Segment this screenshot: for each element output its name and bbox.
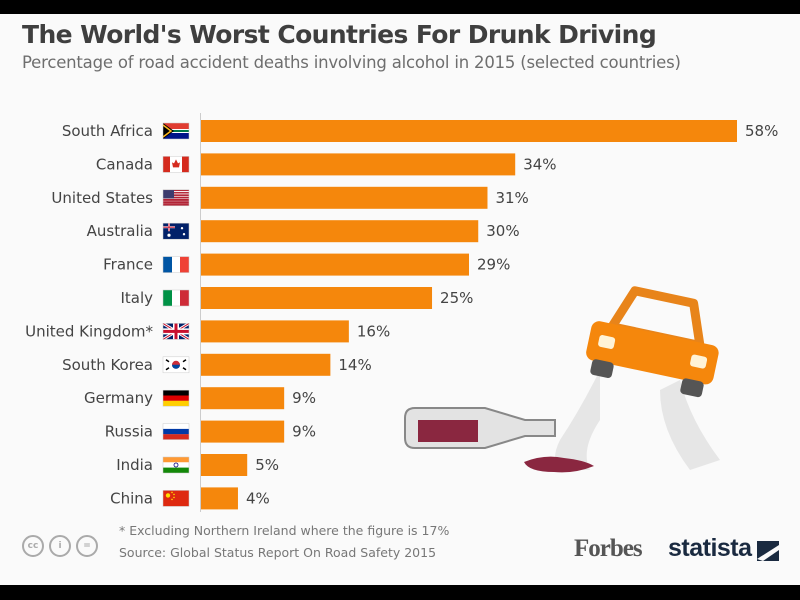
category-label: China: [110, 489, 153, 507]
bar-row: United Kingdom* 16%: [25, 320, 390, 343]
bar-row: South Africa 58%: [62, 120, 778, 142]
category-label: France: [103, 256, 153, 274]
bar: [201, 387, 285, 410]
skid-mark: [555, 370, 600, 470]
south-africa-flag: [162, 122, 190, 140]
australia-flag: [162, 222, 190, 240]
value-label: 9%: [292, 389, 316, 407]
category-label: United Kingdom*: [25, 322, 153, 340]
bar: [201, 420, 285, 443]
category-label: Canada: [96, 155, 153, 173]
bar-row: South Korea 14%: [62, 353, 372, 376]
category-label: Italy: [120, 289, 153, 307]
chart-title: The World's Worst Countries For Drunk Dr…: [22, 20, 657, 49]
bar: [201, 487, 238, 510]
statista-logo: statista: [668, 534, 752, 562]
value-label: 30%: [486, 222, 519, 240]
value-label: 9%: [292, 423, 316, 441]
value-label: 25%: [440, 289, 473, 307]
france-flag: [162, 256, 190, 273]
value-label: 5%: [255, 456, 279, 474]
bar-row: Russia 9%: [105, 420, 316, 443]
bar-row: United States 31%: [51, 186, 529, 209]
value-label: 34%: [523, 155, 556, 173]
china-flag: [162, 490, 190, 507]
drunk-car-illustration: [404, 286, 720, 473]
bar-row: Australia 30%: [87, 220, 520, 243]
category-label: United States: [51, 189, 153, 207]
forbes-logo: Forbes: [574, 535, 643, 562]
value-label: 31%: [495, 189, 528, 207]
germany-flag: [162, 389, 190, 407]
india-flag: [162, 456, 190, 474]
category-label: South Korea: [62, 356, 153, 374]
russia-flag: [162, 423, 190, 440]
united-states-flag: [162, 189, 190, 207]
canada-flag: [162, 156, 190, 173]
value-label: 58%: [745, 122, 778, 140]
attribution-icon[interactable]: i: [49, 535, 71, 557]
bar: [201, 287, 433, 309]
category-label: Australia: [87, 222, 153, 240]
category-label: India: [116, 456, 153, 474]
car-icon: [586, 286, 719, 398]
chart-subtitle: Percentage of road accident deaths invol…: [22, 53, 681, 72]
bar-row: France 29%: [103, 253, 510, 276]
south-korea-flag: [162, 356, 190, 374]
category-label: Germany: [84, 389, 153, 407]
category-label: South Africa: [62, 122, 153, 140]
bar-row: India 5%: [116, 454, 279, 476]
bar: [201, 120, 737, 142]
wine-bottle-icon: [404, 407, 594, 473]
no-derivatives-icon[interactable]: =: [76, 535, 98, 557]
bar: [201, 186, 488, 209]
bar-row: Italy 25%: [120, 287, 473, 309]
bar-row: China 4%: [110, 487, 270, 510]
bar: [201, 253, 469, 276]
value-label: 16%: [357, 322, 390, 340]
bar-row: Germany 9%: [84, 387, 316, 410]
creative-commons-icon[interactable]: cc: [22, 535, 44, 557]
source-note: Source: Global Status Report On Road Saf…: [119, 545, 437, 560]
italy-flag: [162, 289, 190, 307]
bar: [201, 353, 331, 376]
united-kingdom-flag: [162, 322, 190, 341]
skid-mark: [660, 380, 720, 470]
value-label: 4%: [246, 489, 270, 507]
statista-logo-icon: [757, 541, 779, 561]
bar: [201, 153, 516, 176]
bar: [201, 454, 248, 476]
category-label: Russia: [105, 423, 153, 441]
value-label: 29%: [477, 256, 510, 274]
value-label: 14%: [338, 356, 371, 374]
bar: [201, 220, 479, 243]
bar: [201, 320, 349, 343]
footnote: * Excluding Northern Ireland where the f…: [119, 523, 450, 538]
bar-row: Canada 34%: [96, 153, 557, 176]
